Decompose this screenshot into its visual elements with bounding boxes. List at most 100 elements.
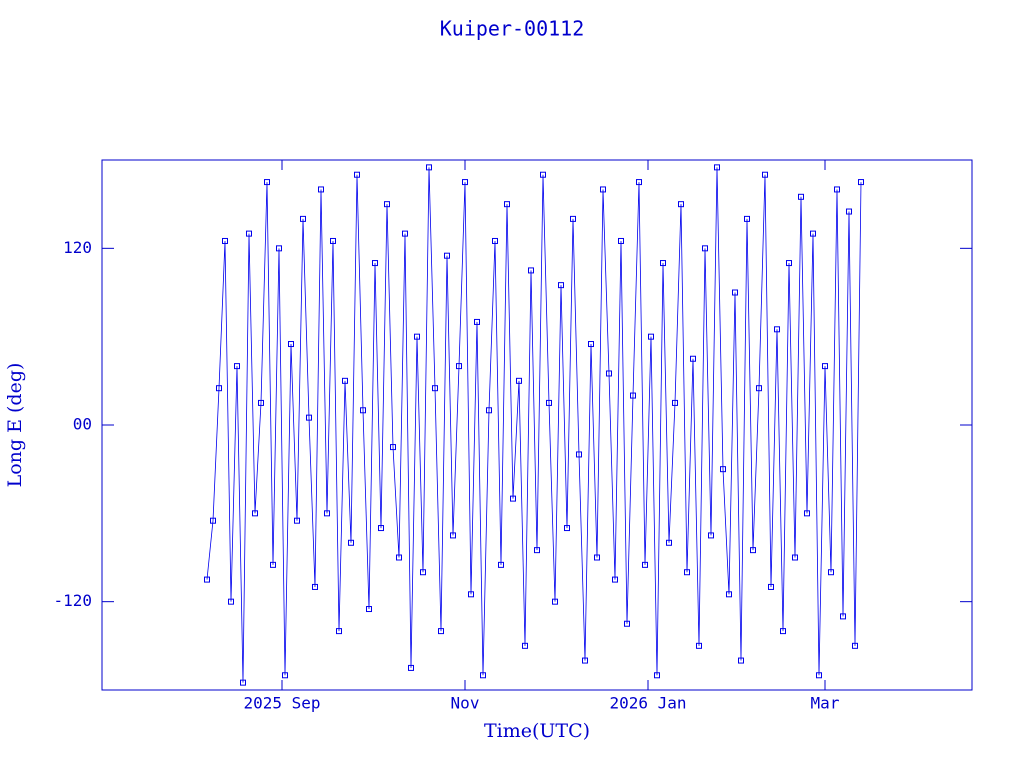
data-point <box>816 672 822 679</box>
data-point <box>360 407 366 414</box>
data-point <box>840 613 846 620</box>
data-point <box>780 628 786 635</box>
data-point <box>792 554 798 561</box>
data-point <box>474 318 480 325</box>
data-point <box>684 569 690 576</box>
data-point <box>312 583 318 590</box>
data-point <box>426 164 432 171</box>
data-point <box>810 230 816 237</box>
data-point <box>750 547 756 554</box>
data-point <box>444 252 450 259</box>
data-point <box>582 657 588 664</box>
data-point <box>450 532 456 539</box>
x-tick-label: Mar <box>811 694 840 713</box>
data-point <box>612 576 618 583</box>
x-axis-label: Time(UTC) <box>484 720 590 742</box>
data-point <box>240 679 246 686</box>
data-point <box>528 267 534 274</box>
data-point <box>438 628 444 635</box>
data-point <box>246 230 252 237</box>
data-point <box>846 208 852 215</box>
data-point <box>222 237 228 244</box>
data-point <box>570 215 576 222</box>
data-point <box>420 569 426 576</box>
data-point <box>228 598 234 605</box>
data-point <box>564 525 570 532</box>
data-point <box>786 260 792 267</box>
data-point <box>600 186 606 193</box>
data-point <box>390 444 396 451</box>
data-point <box>384 201 390 208</box>
data-point <box>504 201 510 208</box>
data-point <box>672 399 678 406</box>
data-point <box>468 591 474 598</box>
data-point <box>480 672 486 679</box>
data-point <box>252 510 258 517</box>
data-point <box>408 664 414 671</box>
data-point <box>348 539 354 546</box>
y-tick-label: -120 <box>53 591 92 610</box>
data-point <box>258 399 264 406</box>
x-tick-label: 2026 Jan <box>609 694 686 713</box>
data-point <box>756 385 762 392</box>
data-point <box>774 326 780 333</box>
y-tick-label: 00 <box>73 415 92 434</box>
data-point <box>552 598 558 605</box>
data-point <box>354 171 360 178</box>
data-point <box>804 510 810 517</box>
data-point <box>708 532 714 539</box>
data-point <box>372 260 378 267</box>
data-point <box>402 230 408 237</box>
data-point <box>660 260 666 267</box>
data-point <box>540 171 546 178</box>
data-point <box>294 517 300 524</box>
data-point <box>330 237 336 244</box>
data-point <box>726 591 732 598</box>
data-point <box>366 606 372 613</box>
data-point <box>270 561 276 568</box>
data-point <box>654 672 660 679</box>
data-point <box>642 561 648 568</box>
data-point <box>852 642 858 649</box>
data-point <box>828 569 834 576</box>
data-point <box>414 333 420 340</box>
data-point <box>336 628 342 635</box>
y-axis-label: Long E (deg) <box>4 363 26 488</box>
data-point <box>690 355 696 362</box>
data-point <box>264 179 270 186</box>
data-point <box>510 495 516 502</box>
data-point <box>858 179 864 186</box>
plot-frame <box>101 159 973 691</box>
data-point <box>744 215 750 222</box>
data-point <box>696 642 702 649</box>
data-point <box>288 341 294 348</box>
data-point <box>516 377 522 384</box>
data-line <box>206 167 862 683</box>
data-point <box>210 517 216 524</box>
data-point <box>498 561 504 568</box>
data-point <box>720 466 726 473</box>
data-point <box>492 237 498 244</box>
data-point <box>630 392 636 399</box>
data-point <box>822 363 828 370</box>
x-tick-label: 2025 Sep <box>243 694 320 713</box>
data-point <box>666 539 672 546</box>
data-point <box>714 164 720 171</box>
data-point <box>432 385 438 392</box>
data-point <box>534 547 540 554</box>
data-point <box>546 399 552 406</box>
x-tick-label: Nov <box>451 694 480 713</box>
data-point <box>276 245 282 252</box>
data-point <box>768 583 774 590</box>
data-point <box>216 385 222 392</box>
data-point <box>588 341 594 348</box>
data-point <box>486 407 492 414</box>
data-point <box>618 237 624 244</box>
data-point <box>678 201 684 208</box>
data-point <box>300 215 306 222</box>
data-point <box>732 289 738 296</box>
data-point <box>324 510 330 517</box>
data-point <box>456 363 462 370</box>
